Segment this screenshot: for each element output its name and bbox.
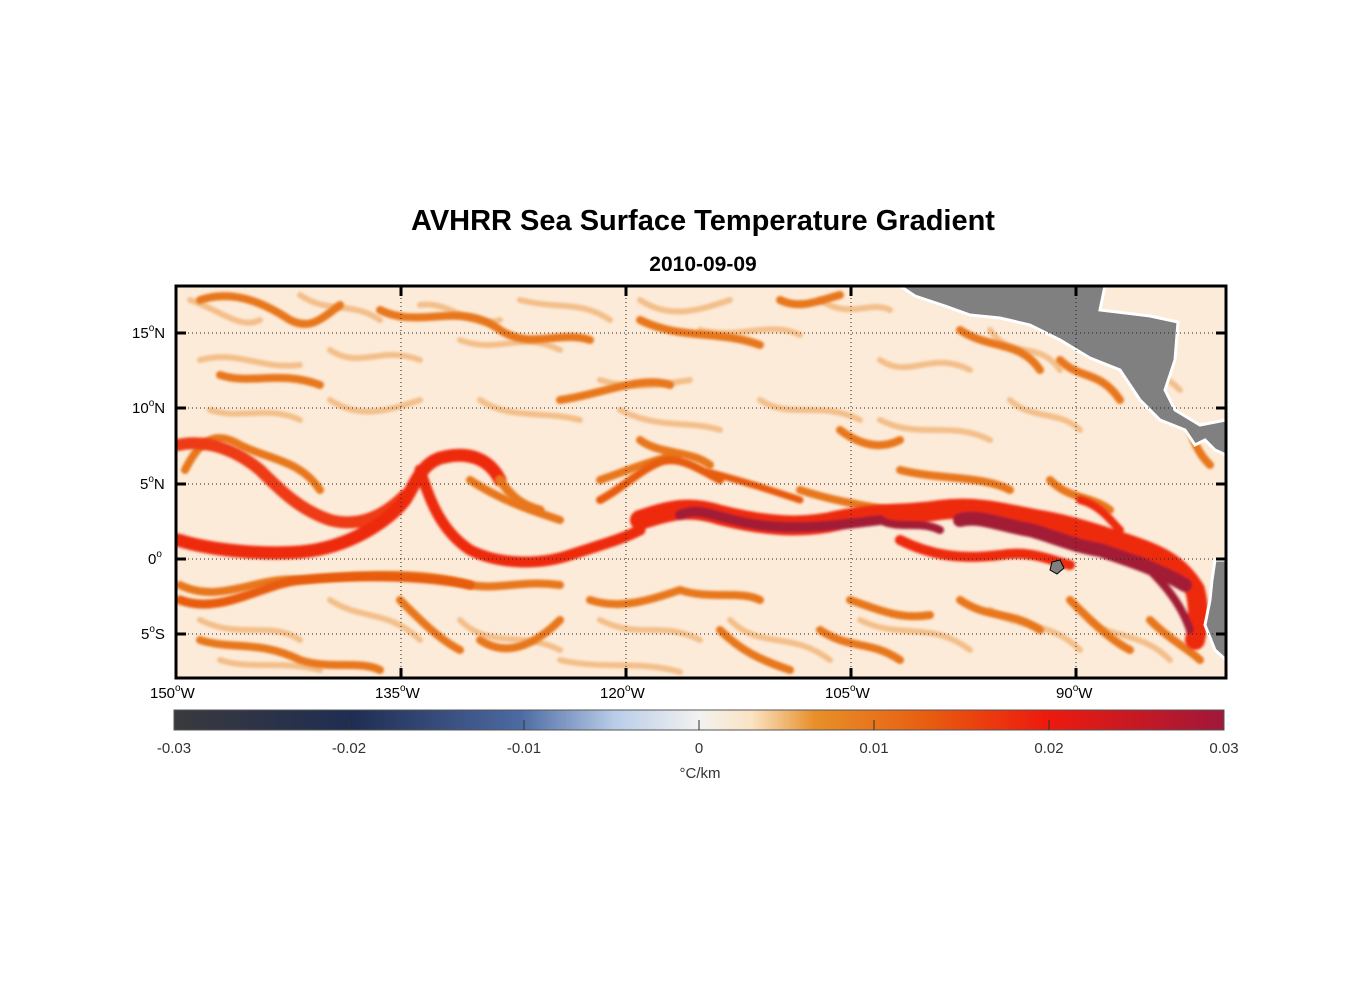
lat-label-10n: 10oN [132, 398, 166, 417]
colorbar-tick-label: -0.03 [156, 740, 192, 757]
colorbar-unit-label: °C/km [679, 765, 721, 782]
lon-label-90w: 90oW [1056, 683, 1093, 702]
colorbar-tick-label: 0.02 [1034, 740, 1064, 757]
gridlines [176, 286, 1226, 678]
colorbar-tick-label: 0 [694, 740, 704, 757]
map-ticks [176, 286, 1226, 678]
map-subtitle: 2010-09-09 [649, 253, 757, 276]
lat-label-5s: 5oS [141, 624, 165, 643]
colorbar-tick-label: -0.01 [506, 740, 542, 757]
map-title: AVHRR Sea Surface Temperature Gradient [411, 205, 995, 237]
map-frame [174, 284, 1228, 680]
lon-label-135w: 135oW [375, 683, 420, 702]
colorbar-tick-label: 0.03 [1209, 740, 1239, 757]
lat-label-15n: 15oN [132, 323, 166, 342]
lon-label-105w: 105oW [825, 683, 870, 702]
weak-fronts [187, 292, 1183, 675]
map-field [176, 286, 1226, 678]
lon-label-120w: 120oW [600, 683, 645, 702]
colorbar-tick-label: 0.01 [859, 740, 889, 757]
colorbar-tick-label: -0.02 [331, 740, 367, 757]
strong-fronts [176, 437, 1208, 650]
lat-label-5n: 5oN [140, 474, 165, 493]
lat-label-0: 0o [148, 549, 162, 568]
colorbar-ticks [348, 720, 1050, 730]
lon-label-150w: 150oW [150, 683, 195, 702]
